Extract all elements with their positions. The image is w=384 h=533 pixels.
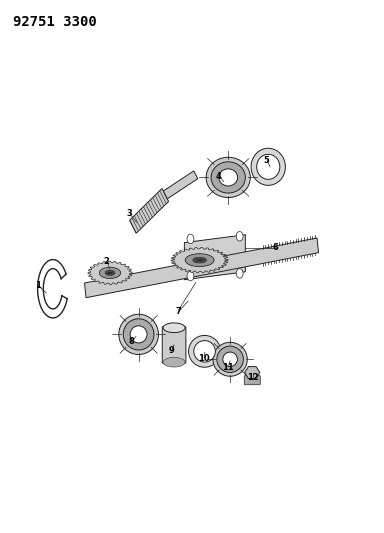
Ellipse shape [251,148,285,185]
Ellipse shape [99,267,121,279]
Ellipse shape [189,335,220,367]
Polygon shape [84,238,319,298]
FancyBboxPatch shape [244,376,260,385]
Text: 12: 12 [247,373,259,382]
Polygon shape [130,189,169,233]
Text: 5: 5 [263,156,269,165]
Text: 2: 2 [103,257,109,265]
Ellipse shape [206,157,250,198]
Ellipse shape [163,323,185,333]
Ellipse shape [163,358,185,367]
Polygon shape [184,235,245,280]
Ellipse shape [223,352,237,367]
Ellipse shape [193,257,206,263]
Ellipse shape [185,254,214,266]
Circle shape [236,269,243,278]
Polygon shape [88,261,132,285]
Ellipse shape [213,342,247,376]
Ellipse shape [217,346,243,373]
Text: 4: 4 [216,172,222,181]
Ellipse shape [119,314,159,354]
Text: 8: 8 [128,337,134,346]
Circle shape [187,234,194,244]
Ellipse shape [219,169,238,186]
Text: 10: 10 [198,354,209,364]
Polygon shape [245,367,260,378]
Ellipse shape [194,341,215,362]
Text: 7: 7 [176,307,182,316]
Text: 11: 11 [222,363,234,372]
Text: 92751 3300: 92751 3300 [13,14,96,29]
Circle shape [236,231,243,241]
Ellipse shape [123,319,154,350]
FancyBboxPatch shape [162,327,186,364]
Polygon shape [163,171,198,199]
Text: 6: 6 [273,244,279,253]
Text: 3: 3 [126,209,132,218]
Ellipse shape [211,162,245,193]
Circle shape [187,271,194,281]
Ellipse shape [130,326,147,343]
Text: 1: 1 [35,280,41,289]
Ellipse shape [105,270,115,276]
Ellipse shape [257,154,280,179]
Text: 9: 9 [168,346,174,355]
Polygon shape [171,247,228,273]
